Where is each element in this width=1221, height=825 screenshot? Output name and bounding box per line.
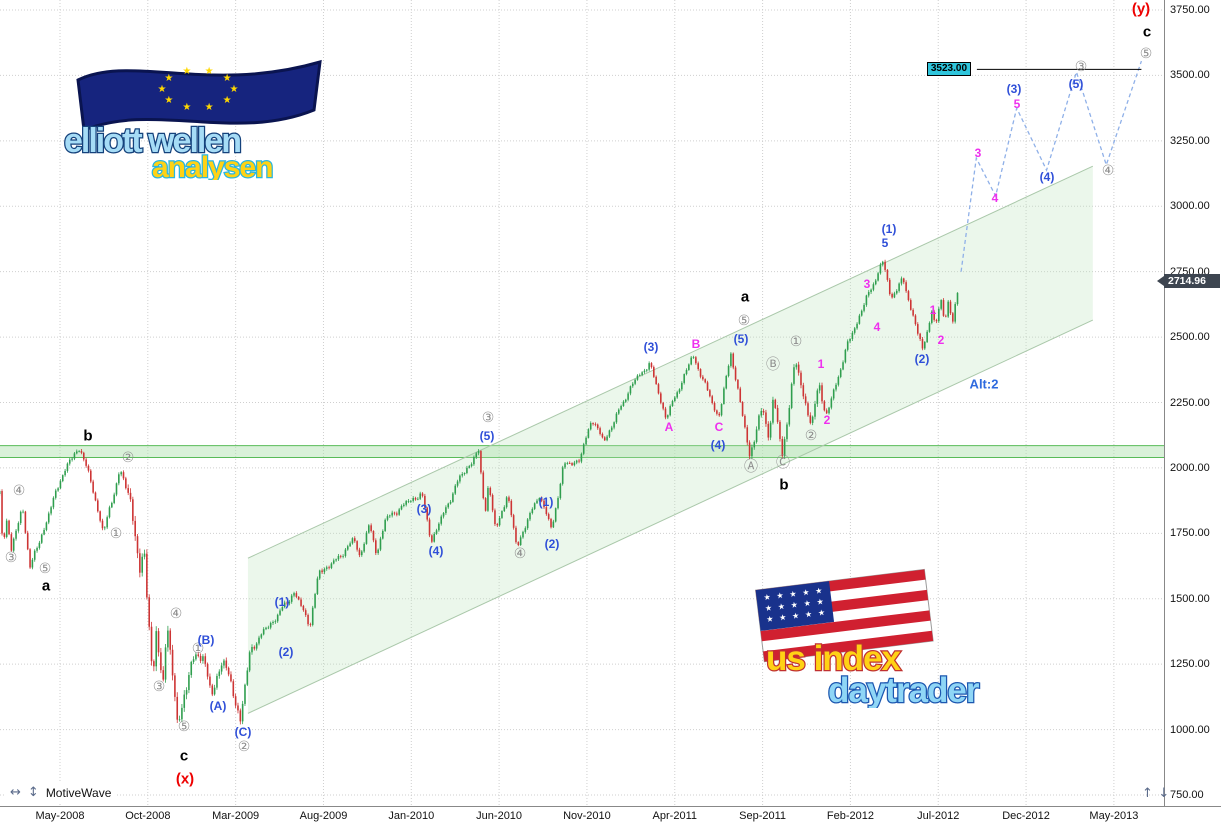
- time-axis-label: Aug-2009: [299, 810, 348, 822]
- us-star-icon: ★: [779, 613, 787, 623]
- time-axis-label: Apr-2011: [652, 810, 697, 822]
- target-price-label[interactable]: 3523.00: [926, 62, 972, 77]
- us-star-icon: ★: [789, 589, 797, 599]
- elliott-wellen-analysen-logo: ★ ★ ★ ★ ★ ★ ★ ★ ★ ★ elliott wellen analysen: [60, 50, 335, 185]
- status-bar: ↔ ↕ MotiveWave: [4, 783, 118, 802]
- eu-star-icon: ★: [182, 66, 191, 77]
- price-axis-label: 750.00: [1170, 789, 1204, 801]
- chart-canvas[interactable]: [0, 0, 1164, 806]
- us-index-daytrader-logo: ★ ★ ★ ★ ★ ★ ★ ★ ★ ★ ★ ★ ★ ★ ★ us index daytrader: [746, 566, 1038, 713]
- price-axis-label: 3250.00: [1170, 134, 1210, 147]
- pan-horizontal-icon[interactable]: ↔: [10, 785, 21, 800]
- eu-star-icon: ★: [205, 66, 214, 77]
- price-axis-label: 2500.00: [1170, 331, 1210, 344]
- scroll-up-icon[interactable]: ↑: [1142, 786, 1154, 801]
- eu-flag-image: [76, 59, 322, 133]
- us-star-icon: ★: [815, 586, 823, 596]
- us-star-icon: ★: [816, 597, 824, 607]
- gridlines: [0, 0, 1164, 806]
- last-price-value: 2714.96: [1168, 274, 1206, 287]
- time-axis-label: Sep-2011: [739, 810, 787, 822]
- eu-star-icon: ★: [158, 84, 167, 95]
- pan-vertical-icon[interactable]: ↕: [27, 785, 39, 800]
- time-axis-label: Nov-2010: [563, 810, 611, 822]
- eu-star-icon: ★: [205, 102, 214, 113]
- us-star-icon: ★: [817, 608, 825, 618]
- time-axis-label: Jan-2010: [388, 810, 435, 822]
- us-star-icon: ★: [764, 603, 772, 613]
- price-axis-label: 3000.00: [1170, 200, 1210, 213]
- app-name: MotiveWave: [45, 785, 112, 800]
- price-axis-label: 3500.00: [1170, 69, 1210, 82]
- price-axis-label: 2250.00: [1170, 396, 1210, 409]
- eu-star-icon: ★: [164, 73, 173, 84]
- eu-star-icon: ★: [164, 95, 173, 106]
- last-price-tag: 2714.96: [1157, 273, 1220, 288]
- us-flag-stars: ★ ★ ★ ★ ★★ ★ ★ ★ ★★ ★ ★ ★ ★: [763, 586, 826, 624]
- us-star-icon: ★: [766, 614, 774, 624]
- candlesticks: [0, 259, 959, 725]
- time-axis[interactable]: May-2008 Oct-2008 Mar-2009 Aug-2009 Jan-2010…: [0, 806, 1221, 825]
- price-tag-arrow-icon: [1157, 275, 1164, 286]
- time-axis-label: May-2013: [1089, 810, 1139, 822]
- price-axis-label: 3750.00: [1170, 4, 1210, 16]
- price-axis-label: 2000.00: [1170, 461, 1210, 474]
- time-axis-label: Oct-2008: [125, 810, 171, 822]
- eu-star-icon: ★: [230, 84, 239, 95]
- us-star-icon: ★: [803, 599, 811, 609]
- logo-text-analysen: analysen: [152, 151, 272, 180]
- scroll-down-icon[interactable]: ↓: [1158, 786, 1171, 801]
- price-axis[interactable]: 3750.00 3500.00 3250.00 3000.00 2750.00 2500.…: [1164, 0, 1221, 806]
- us-flag-image: ★ ★ ★ ★ ★★ ★ ★ ★ ★★ ★ ★ ★ ★: [755, 568, 934, 663]
- scroll-buttons: ↑ ↓: [1142, 786, 1170, 801]
- time-axis-label: Mar-2009: [212, 810, 260, 822]
- eu-star-icon: ★: [223, 73, 232, 84]
- price-axis-label: 1750.00: [1170, 527, 1210, 540]
- eu-star-icon: ★: [223, 95, 232, 106]
- us-star-icon: ★: [777, 602, 785, 612]
- logo-text-elliott-wellen: elliott wellen: [64, 122, 240, 160]
- trend-channel: [247, 165, 1094, 714]
- eu-star-icon: ★: [182, 102, 191, 113]
- time-axis-label: Jun-2010: [476, 810, 523, 822]
- us-star-icon: ★: [792, 611, 800, 621]
- us-star-icon: ★: [776, 591, 784, 601]
- price-axis-label: 1000.00: [1170, 723, 1210, 736]
- us-star-icon: ★: [802, 588, 810, 598]
- price-axis-label: 1500.00: [1170, 592, 1210, 605]
- projection-path: [960, 60, 1143, 272]
- time-axis-label: May-2008: [35, 810, 85, 822]
- time-axis-label: Jul-2012: [917, 810, 960, 822]
- time-axis-label: Dec-2012: [1002, 810, 1050, 822]
- logo-text-daytrader: daytrader: [828, 671, 980, 708]
- price-axis-label: 1250.00: [1170, 658, 1210, 671]
- us-star-icon: ★: [763, 592, 771, 602]
- us-star-icon: ★: [790, 600, 798, 610]
- eu-flag-stars: ★★★★★★★★ ★★: [158, 66, 239, 113]
- us-star-icon: ★: [804, 610, 812, 620]
- time-axis-label: Feb-2012: [826, 810, 874, 822]
- logo-text-us-index: us index: [766, 639, 902, 678]
